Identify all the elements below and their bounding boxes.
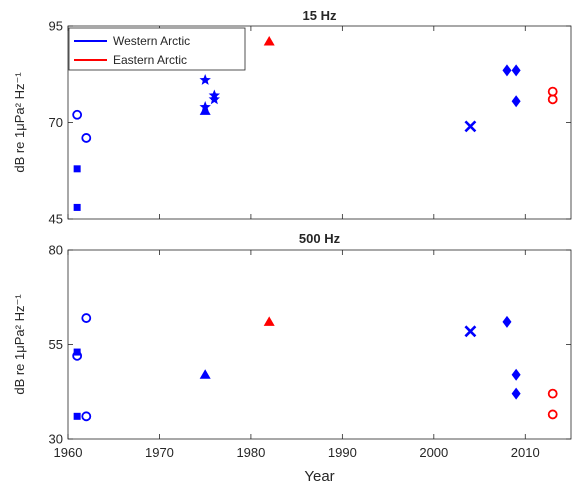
x-tick-label: 2010 xyxy=(511,445,540,460)
x-tick-label: 2000 xyxy=(419,445,448,460)
legend: Western Arctic Eastern Arctic xyxy=(68,27,246,71)
data-point-circle xyxy=(547,388,558,399)
data-point-diamond xyxy=(511,95,521,108)
data-point-triangle xyxy=(263,35,275,46)
chart-panel-15hz: 15 Hz dB re 1μPa² Hz⁻¹ 45 70 95 Western Ar… xyxy=(12,8,572,227)
x-axis-label: Year xyxy=(304,468,334,485)
data-point-circle xyxy=(547,94,558,105)
data-point-star xyxy=(199,74,211,85)
data-point-square xyxy=(73,165,81,173)
data-point-square xyxy=(73,412,81,420)
x-tick-label: 1960 xyxy=(54,445,83,460)
data-point-triangle xyxy=(199,369,211,379)
y-tick-label: 80 xyxy=(49,243,63,258)
x-tick-label: 1970 xyxy=(145,445,174,460)
data-point-square xyxy=(73,203,81,211)
data-point-square xyxy=(73,348,81,356)
x-tick-label: 1990 xyxy=(328,445,357,460)
y-axis-label: dB re 1μPa² Hz⁻¹ xyxy=(12,294,27,395)
data-point-circle xyxy=(72,109,83,120)
data-point-x xyxy=(464,325,477,338)
data-point-triangle xyxy=(199,105,211,115)
plot-area xyxy=(68,250,571,439)
data-point-triangle xyxy=(263,316,275,326)
legend-box xyxy=(68,27,246,71)
x-tick-label: 1980 xyxy=(236,445,265,460)
y-tick-label: 45 xyxy=(49,212,63,227)
data-point-circle xyxy=(547,409,558,420)
data-points xyxy=(72,35,558,211)
data-point-x xyxy=(464,120,477,133)
data-point-diamond xyxy=(511,64,521,77)
data-point-diamond xyxy=(502,64,512,77)
data-point-circle xyxy=(81,313,92,323)
legend-label-western: Western Arctic xyxy=(113,34,190,48)
legend-label-eastern: Eastern Arctic xyxy=(113,53,187,67)
y-tick-label: 95 xyxy=(49,19,63,34)
y-tick-label: 55 xyxy=(49,337,63,352)
y-tick-label: 30 xyxy=(49,432,63,447)
chart-panel-500hz: 500 Hz dB re 1μPa² Hz⁻¹ 1960 1970 1980 1990… xyxy=(12,231,572,485)
data-point-circle xyxy=(81,411,92,422)
y-axis-label: dB re 1μPa² Hz⁻¹ xyxy=(12,72,27,173)
data-point-circle xyxy=(81,133,92,143)
data-point-diamond xyxy=(511,368,521,381)
data-point-diamond xyxy=(511,387,521,400)
axis-ticks: 1960 1970 1980 1990 2000 2010 30 55 80 xyxy=(49,243,571,460)
chart-title: 15 Hz xyxy=(303,8,337,23)
y-tick-label: 70 xyxy=(49,115,63,130)
chart-title: 500 Hz xyxy=(299,231,341,246)
axes-box xyxy=(67,249,572,440)
axes-box xyxy=(67,25,572,220)
data-points xyxy=(72,313,558,422)
data-point-diamond xyxy=(502,315,512,328)
data-point-star xyxy=(208,93,221,105)
